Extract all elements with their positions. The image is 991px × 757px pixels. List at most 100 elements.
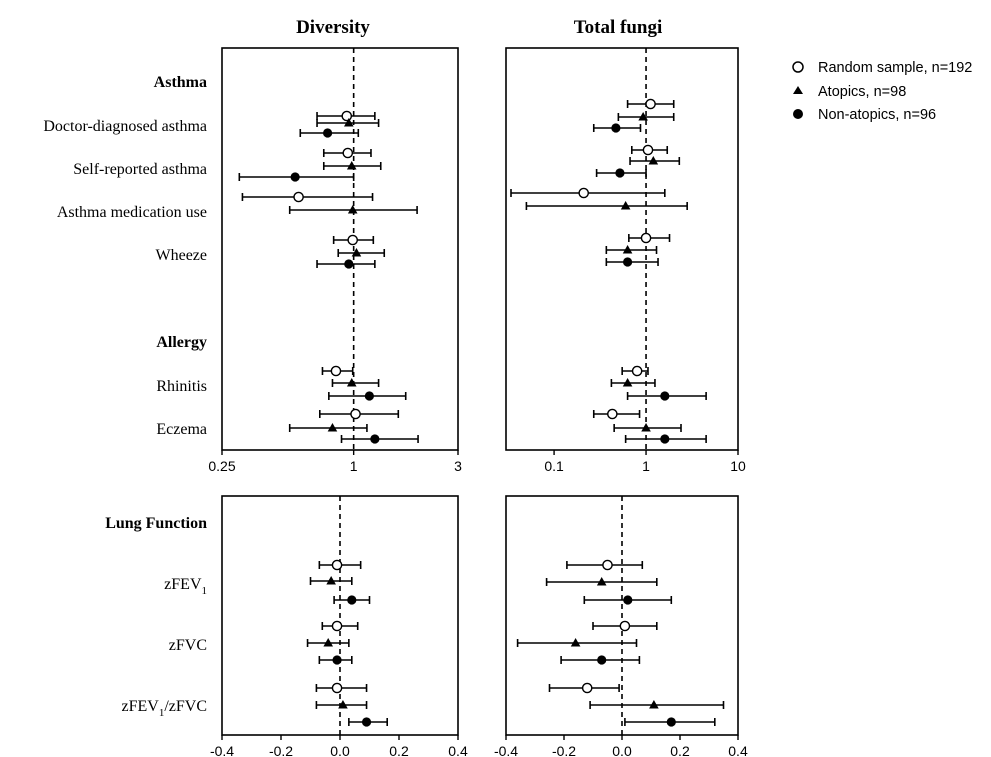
point-random-sample (619, 620, 631, 632)
panel-lung-diversity: -0.4 -0.2 0.0 0.2 0.4 (210, 495, 468, 757)
estimate-asthma-medication-use-atopics-n-98 (525, 201, 688, 210)
estimate-doctor-diagnosed-asthma-non-atopics-n-96 (299, 128, 360, 138)
estimate-asthma-medication-use-random-sample-n-192 (241, 191, 374, 203)
point-random-sample (341, 110, 353, 122)
estimate-zfev1-zfvc-random-sample-n-192 (548, 682, 620, 694)
point-random-sample (293, 191, 304, 203)
estimate-eczema-non-atopics-n-96 (340, 434, 419, 444)
estimate-doctor-diagnosed-asthma-non-atopics-n-96 (592, 123, 642, 133)
estimate-wheeze-atopics-n-98 (337, 248, 386, 257)
x-tick-label: -0.4 (494, 743, 518, 757)
point-atopics (346, 161, 357, 170)
point-atopics (648, 156, 659, 165)
estimate-zfvc-atopics-n-98 (306, 638, 350, 647)
point-non-atopics (623, 595, 633, 605)
row-label-zfvc: zFVC (169, 637, 207, 654)
point-random-sample (331, 620, 343, 632)
point-atopics (326, 576, 336, 585)
point-random-sample (331, 682, 343, 694)
estimate-eczema-atopics-n-98 (613, 423, 682, 432)
estimate-rhinitis-non-atopics-n-96 (626, 391, 707, 401)
plot-frame (505, 47, 739, 451)
estimate-doctor-diagnosed-asthma-atopics-n-98 (617, 112, 675, 121)
point-non-atopics (622, 257, 633, 267)
row-label-rhinitis: Rhinitis (156, 378, 207, 395)
point-random-sample (607, 408, 618, 420)
point-random-sample (350, 408, 361, 420)
estimate-zfev1-atopics-n-98 (545, 577, 658, 586)
panel-total-fungi: 0.1 1 10 (505, 47, 746, 474)
point-random-sample (581, 682, 593, 694)
point-atopics (346, 378, 357, 387)
section-label-lung-function: Lung Function (105, 515, 207, 532)
point-atopics (620, 201, 631, 210)
point-atopics (570, 638, 581, 647)
estimate-zfev1-zfvc-atopics-n-98 (589, 700, 725, 709)
row-label-zfev1: zFEV1 (164, 576, 207, 597)
point-random-sample (642, 144, 654, 156)
point-random-sample (330, 365, 342, 377)
row-label-zfev1-zfvc: zFEV1/zFVC (122, 698, 208, 719)
estimate-doctor-diagnosed-asthma-random-sample-n-192 (626, 98, 675, 110)
estimate-doctor-diagnosed-asthma-random-sample-n-192 (316, 110, 376, 122)
estimate-zfvc-non-atopics-n-96 (560, 655, 641, 665)
legend-marker-atopics (793, 86, 803, 94)
point-random-sample (342, 147, 354, 159)
estimate-asthma-medication-use-random-sample-n-192 (510, 187, 666, 199)
x-tick-label: 1 (642, 458, 650, 474)
x-tick-label: 0.0 (612, 743, 632, 757)
estimate-self-reported-asthma-atopics-n-98 (629, 156, 681, 165)
point-non-atopics (597, 655, 607, 665)
point-atopics (343, 118, 354, 127)
row-labels-top: Asthma Doctor-diagnosed asthma Self-repo… (43, 74, 207, 438)
point-random-sample (631, 365, 643, 377)
estimate-zfev1-non-atopics-n-96 (583, 595, 673, 605)
row-label-self-reported: Self-reported asthma (73, 161, 207, 178)
row-label-wheeze: Wheeze (155, 247, 207, 264)
estimate-eczema-atopics-n-98 (288, 423, 368, 432)
legend-marker-non-atopics (793, 109, 803, 119)
point-atopics (347, 205, 358, 214)
row-label-doctor-diagnosed: Doctor-diagnosed asthma (43, 118, 207, 135)
point-random-sample (640, 232, 652, 244)
point-non-atopics (611, 123, 621, 133)
legend-label-non-atopics: Non-atopics, n=96 (818, 107, 936, 123)
legend-marker-random-sample (792, 61, 804, 73)
estimate-asthma-medication-use-atopics-n-98 (288, 205, 418, 214)
estimate-eczema-random-sample-n-192 (592, 408, 641, 420)
point-random-sample (347, 234, 359, 246)
point-atopics (622, 378, 633, 387)
panel-lung-total-fungi: -0.4 -0.2 0.0 0.2 0.4 (494, 495, 748, 757)
title-total-fungi: Total fungi (574, 17, 663, 38)
estimate-zfvc-non-atopics-n-96 (318, 655, 353, 665)
estimate-zfev1-zfvc-non-atopics-n-96 (348, 717, 389, 727)
x-tick-label: 0.25 (208, 458, 235, 474)
point-random-sample (645, 98, 656, 110)
row-label-eczema: Eczema (156, 421, 207, 438)
estimate-self-reported-asthma-random-sample-n-192 (322, 147, 372, 159)
estimate-rhinitis-random-sample-n-192 (621, 365, 649, 377)
estimate-self-reported-asthma-atopics-n-98 (322, 161, 382, 170)
estimate-rhinitis-random-sample-n-192 (321, 365, 354, 377)
x-tick-label: 0.4 (448, 743, 468, 757)
row-label-medication: Asthma medication use (57, 204, 207, 221)
x-tick-label: 0.2 (670, 743, 690, 757)
estimate-rhinitis-atopics-n-98 (610, 378, 656, 387)
estimate-zfev1-zfvc-atopics-n-98 (315, 700, 368, 709)
estimate-eczema-non-atopics-n-96 (624, 434, 707, 444)
point-atopics (323, 638, 333, 647)
estimate-zfvc-random-sample-n-192 (321, 620, 359, 632)
panel-diversity: 0.25 1 3 (208, 47, 462, 474)
estimate-rhinitis-non-atopics-n-96 (328, 391, 407, 401)
point-random-sample (578, 187, 590, 199)
point-random-sample (602, 559, 613, 571)
estimate-zfev1-atopics-n-98 (309, 576, 353, 585)
estimate-self-reported-asthma-non-atopics-n-96 (238, 172, 355, 182)
point-atopics (327, 423, 338, 432)
estimate-zfev1-random-sample-n-192 (318, 559, 362, 571)
point-non-atopics (660, 391, 670, 401)
x-tick-label: 0.2 (389, 743, 409, 757)
estimate-wheeze-random-sample-n-192 (332, 234, 375, 246)
x-tick-label: -0.2 (552, 743, 576, 757)
